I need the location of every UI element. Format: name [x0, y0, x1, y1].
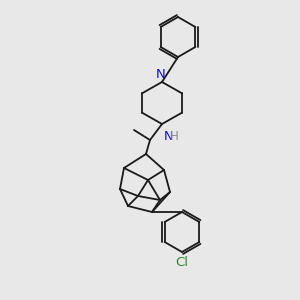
Text: Cl: Cl [176, 256, 188, 269]
Text: N: N [164, 130, 173, 143]
Text: H: H [170, 130, 179, 143]
Text: N: N [156, 68, 166, 81]
